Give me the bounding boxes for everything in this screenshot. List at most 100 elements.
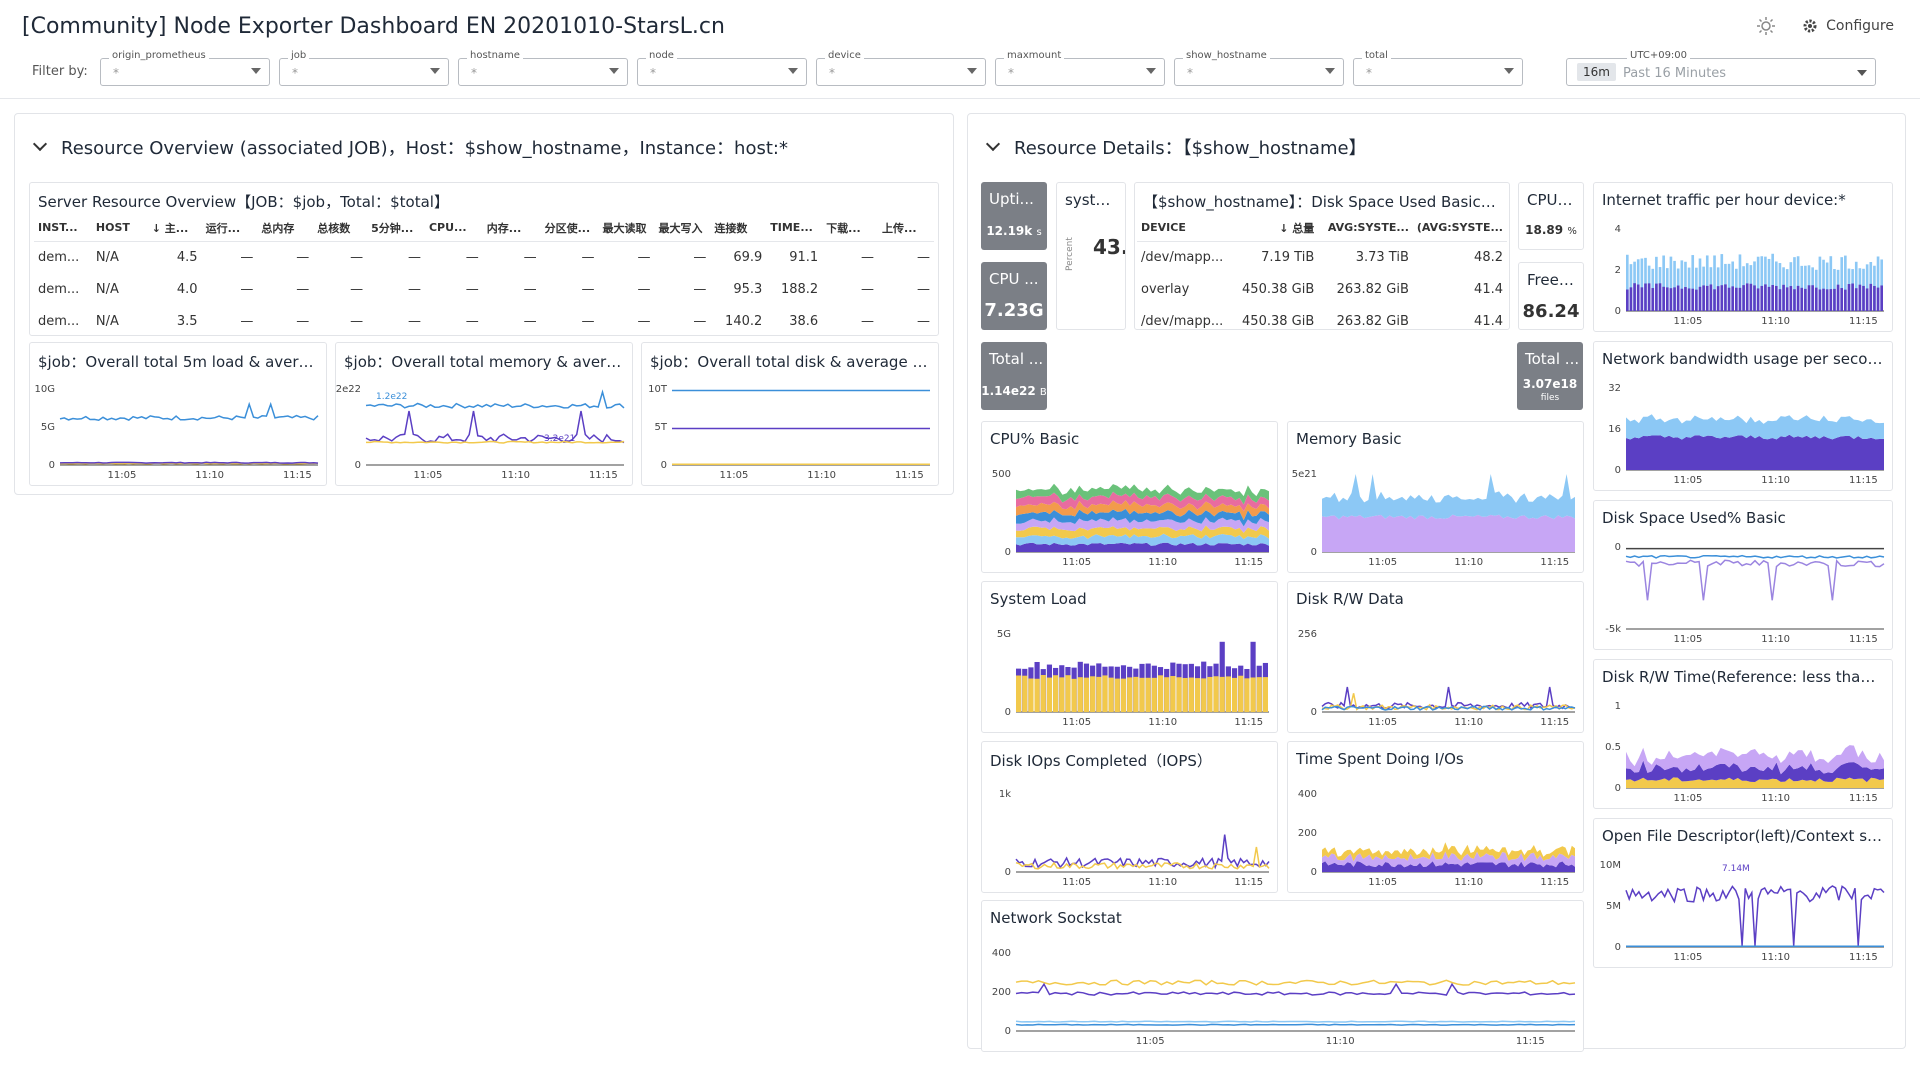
table-cell: 41.4: [1474, 281, 1503, 297]
column-header[interactable]: CPU...: [424, 215, 483, 242]
traffic2-bar: [1796, 285, 1800, 311]
table-row[interactable]: dem... N/A 4.0 — — — — — — — — — 95.3 188.2 — —: [34, 273, 934, 305]
x-tick-label: 11:15: [1849, 793, 1878, 804]
column-header[interactable]: 运行...: [201, 215, 258, 242]
column-header-sorted[interactable]: ↓ 主...: [147, 215, 202, 242]
cpu-iowait-value: 18.89 %: [1519, 223, 1583, 237]
table-row[interactable]: /dev/mapp... 7.19 TiB 3.73 TiB 48.2: [1137, 241, 1507, 273]
traffic2-bar: [1647, 283, 1651, 311]
chart-annotation: 3.2e21: [544, 434, 575, 444]
y-tick-label: 32: [1608, 383, 1621, 394]
table-cell: —: [407, 281, 421, 297]
traffic2-bar: [1705, 285, 1709, 311]
filter-job[interactable]: job *: [279, 50, 449, 86]
column-header-sorted[interactable]: ↓ 总量: [1231, 215, 1319, 242]
chevron-down-icon[interactable]: [32, 136, 48, 152]
chart-panel-network-bandwidth: Network bandwidth usage per secon... 32 1…: [1593, 341, 1893, 491]
table-cell: 3.5: [176, 313, 198, 329]
series-line: [365, 389, 625, 409]
total-memory-tile[interactable]: Total ... 1.14e22 B: [981, 342, 1047, 410]
table-row[interactable]: /dev/mapp... 450.38 GiB 263.82 GiB 41.4: [1137, 305, 1507, 329]
cpu-area-4: [1016, 508, 1269, 527]
column-header[interactable]: DEVICE: [1137, 215, 1232, 242]
section-header[interactable]: Resource Overview (associated JOB)，Host：…: [32, 134, 788, 160]
x-tick-label: 11:15: [1849, 316, 1878, 327]
load-bar: [1250, 641, 1256, 712]
sun-icon[interactable]: [1756, 16, 1776, 36]
column-header[interactable]: TIME...: [766, 215, 823, 242]
column-header[interactable]: 上传...: [878, 215, 934, 242]
dashboard-title: [Community] Node Exporter Dashboard EN 2…: [22, 14, 725, 39]
section-header[interactable]: Resource Details：【$show_hostname】: [985, 134, 1367, 160]
chevron-down-icon[interactable]: [985, 136, 1001, 152]
filter-total[interactable]: total *: [1353, 50, 1523, 86]
y-tick-label: 16: [1608, 424, 1621, 435]
filter-maxmount[interactable]: maxmount *: [995, 50, 1165, 86]
load2-bar: [1151, 677, 1157, 712]
filter-hostname[interactable]: hostname *: [458, 50, 628, 86]
table-cell: 263.82 GiB: [1336, 313, 1409, 329]
y-tick-label: 0: [661, 460, 667, 471]
timezone-label: UTC+09:00: [1627, 50, 1691, 61]
filter-value: *: [829, 66, 835, 80]
column-header[interactable]: (AVG:SYSTE...: [1412, 215, 1507, 242]
column-header[interactable]: 总内存: [257, 215, 314, 242]
table-row[interactable]: dem... N/A 4.5 — — — — — — — — — 69.9 91.1 — —: [34, 241, 934, 273]
cpu-area-2: [1016, 525, 1269, 540]
section-title: Resource Details：【$show_hostname】: [1014, 138, 1367, 159]
x-tick-label: 11:15: [1849, 952, 1878, 963]
configure-button[interactable]: Configure: [1802, 18, 1894, 34]
column-header[interactable]: INST...: [34, 215, 92, 242]
traffic2-bar: [1676, 285, 1680, 311]
column-header[interactable]: 下载...: [822, 215, 879, 242]
table-cell: —: [523, 249, 537, 265]
traffic2-bar: [1738, 287, 1742, 311]
filter-origin-prometheus[interactable]: origin_prometheus *: [100, 50, 270, 86]
filter-device[interactable]: device *: [816, 50, 986, 86]
chart-annotation: 1.2e22: [376, 392, 407, 402]
traffic2-bar: [1804, 288, 1807, 311]
filter-label-job: job: [288, 50, 310, 61]
time-range-selector[interactable]: UTC+09:00 16m Past 16 Minutes: [1566, 50, 1876, 86]
column-header[interactable]: 总核数: [313, 215, 368, 242]
traffic2-bar: [1836, 284, 1840, 311]
x-tick-label: 11:10: [1454, 557, 1483, 568]
panel-title: System Load: [990, 590, 1087, 608]
value-unit: %: [1567, 226, 1577, 237]
table-row[interactable]: overlay 450.38 GiB 263.82 GiB 41.4: [1137, 273, 1507, 305]
table-cell: —: [296, 281, 310, 297]
filter-show-hostname[interactable]: show_hostname *: [1174, 50, 1344, 86]
cpu-iowait-panel: CPU i... 18.89 %: [1518, 182, 1584, 250]
load2-bar: [1262, 677, 1268, 712]
uptime-tile[interactable]: Upti... 12.19k s: [981, 182, 1047, 250]
traffic2-bar: [1858, 284, 1862, 311]
column-header[interactable]: HOST: [91, 215, 148, 242]
column-header[interactable]: 5分钟...: [367, 215, 425, 242]
column-header[interactable]: 最大写入: [654, 215, 711, 242]
column-header[interactable]: 最大读取: [598, 215, 655, 242]
panel-title: Time Spent Doing I/Os: [1296, 750, 1464, 768]
cpu-cores-tile[interactable]: CPU ... 7.23G: [981, 262, 1047, 330]
column-header[interactable]: AVG:SYSTE...: [1318, 215, 1413, 242]
column-header[interactable]: 连接数: [710, 215, 767, 242]
load2-bar: [1207, 676, 1213, 712]
total-files-tile[interactable]: Total ... 3.07e18 files: [1517, 342, 1583, 410]
traffic2-bar: [1793, 289, 1796, 311]
traffic2-bar: [1822, 288, 1825, 311]
io-area-2: [1322, 842, 1575, 862]
load2-bar: [1046, 677, 1053, 712]
chart-panel-memory-basic: Memory Basic 5e21 0 11:05 11:10 11:15: [1287, 421, 1584, 573]
table-cell: —: [465, 249, 479, 265]
filter-node[interactable]: node *: [637, 50, 807, 86]
traffic2-bar: [1735, 287, 1738, 311]
y-tick-label: 0: [1005, 1026, 1011, 1037]
column-header[interactable]: 分区使...: [540, 215, 599, 242]
table-row[interactable]: dem... N/A 3.5 — — — — — — — — — 140.2 38.6 — —: [34, 305, 934, 335]
traffic2-bar: [1651, 288, 1655, 311]
traffic2-bar: [1818, 289, 1822, 311]
column-header[interactable]: 内存...: [482, 215, 541, 242]
x-tick-label: 11:10: [501, 470, 530, 481]
x-tick-label: 11:15: [1540, 877, 1569, 888]
table-cell: —: [637, 249, 651, 265]
y-tick-label: 0: [1005, 707, 1011, 718]
